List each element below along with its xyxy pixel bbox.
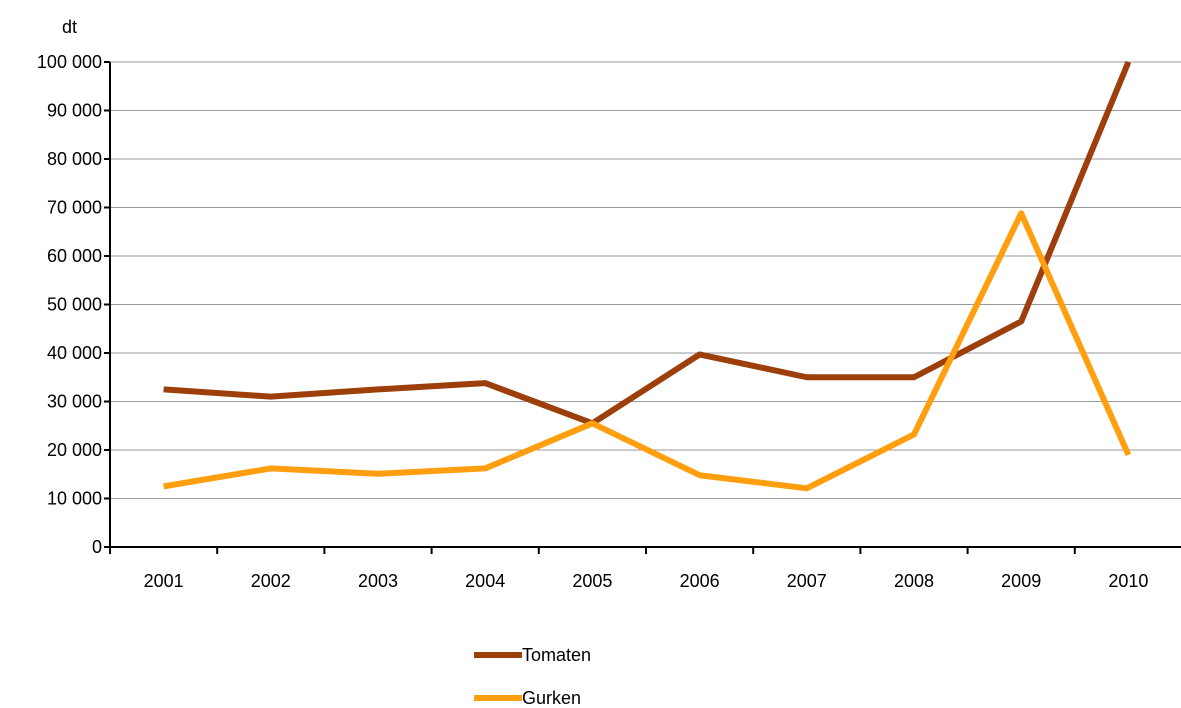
x-axis-ticks: 2001 2002 2003 2004 2005 2006 2007 2008 2009 2010 xyxy=(109,547,1148,591)
x-tick-label: 2009 xyxy=(1001,571,1041,591)
y-tick-label: 10 000 xyxy=(47,489,102,509)
x-tick-label: 2005 xyxy=(572,571,612,591)
y-tick-label: 100 000 xyxy=(37,52,102,72)
series-line-tomaten xyxy=(163,60,1132,427)
series-lines xyxy=(163,60,1132,492)
y-tick-label: 20 000 xyxy=(47,440,102,460)
gridlines xyxy=(110,61,1181,499)
x-tick-label: 2010 xyxy=(1108,571,1148,591)
x-tick-label: 2004 xyxy=(465,571,505,591)
y-tick-label: 30 000 xyxy=(47,392,102,412)
series-line-gurken xyxy=(163,210,1132,492)
y-tick-label: 40 000 xyxy=(47,343,102,363)
y-tick-label: 70 000 xyxy=(47,198,102,218)
x-tick-label: 2001 xyxy=(144,571,184,591)
x-tick-label: 2003 xyxy=(358,571,398,591)
legend-label: Tomaten xyxy=(522,645,591,665)
y-tick-label: 80 000 xyxy=(47,149,102,169)
legend-label: Gurken xyxy=(522,688,581,708)
y-axis-ticks: 0 10 000 20 000 30 000 40 000 50 000 60 000 70 … xyxy=(37,52,110,557)
x-tick-label: 2007 xyxy=(787,571,827,591)
axes xyxy=(109,62,1181,548)
x-tick-label: 2006 xyxy=(680,571,720,591)
legend: Tomaten Gurken xyxy=(474,645,591,708)
y-tick-label: 0 xyxy=(92,537,102,557)
y-tick-label: 60 000 xyxy=(47,246,102,266)
x-tick-label: 2002 xyxy=(251,571,291,591)
y-axis-unit: dt xyxy=(62,17,77,37)
x-tick-label: 2008 xyxy=(894,571,934,591)
y-tick-label: 90 000 xyxy=(47,101,102,121)
y-tick-label: 50 000 xyxy=(47,295,102,315)
